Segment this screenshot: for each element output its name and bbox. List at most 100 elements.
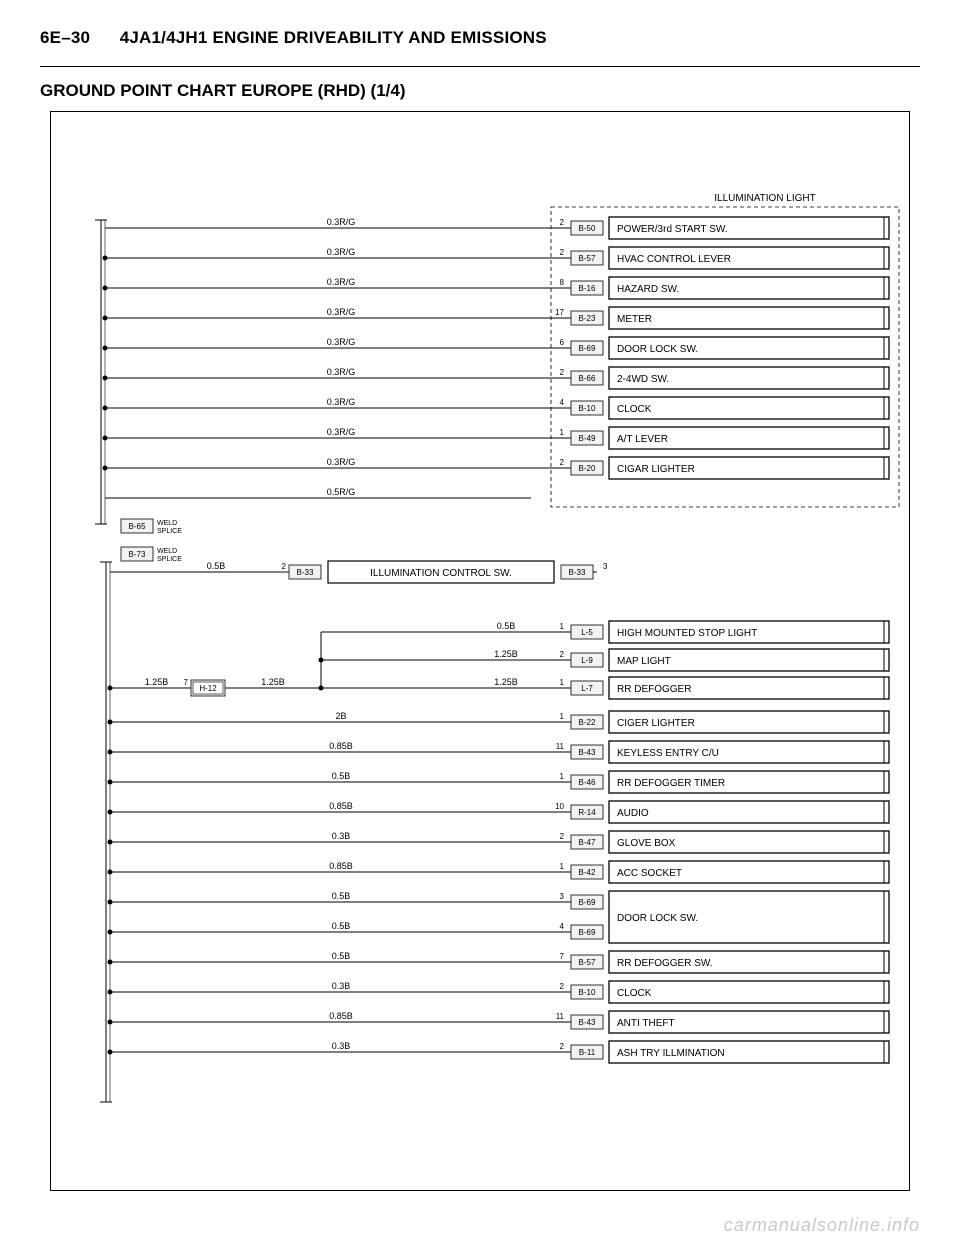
- svg-text:B-16: B-16: [579, 284, 596, 293]
- header-rule: [40, 66, 920, 67]
- svg-text:B-23: B-23: [579, 314, 596, 323]
- svg-text:1: 1: [560, 428, 565, 437]
- svg-text:B-10: B-10: [579, 988, 596, 997]
- svg-text:0.3B: 0.3B: [332, 831, 351, 841]
- svg-text:0.5B: 0.5B: [497, 621, 516, 631]
- svg-text:2: 2: [560, 248, 565, 257]
- svg-text:B-22: B-22: [579, 718, 596, 727]
- svg-text:0.85B: 0.85B: [329, 801, 353, 811]
- svg-text:2: 2: [560, 832, 565, 841]
- svg-text:4: 4: [560, 398, 565, 407]
- svg-text:1: 1: [560, 678, 565, 687]
- svg-text:B-66: B-66: [579, 374, 596, 383]
- svg-text:0.3R/G: 0.3R/G: [327, 337, 356, 347]
- svg-text:ASH TRY ILLMINATION: ASH TRY ILLMINATION: [617, 1048, 725, 1059]
- svg-text:HVAC CONTROL LEVER: HVAC CONTROL LEVER: [617, 254, 731, 265]
- svg-text:17: 17: [555, 308, 564, 317]
- svg-text:0.85B: 0.85B: [329, 1011, 353, 1021]
- svg-text:POWER/3rd START SW.: POWER/3rd START SW.: [617, 224, 728, 235]
- svg-text:0.3R/G: 0.3R/G: [327, 457, 356, 467]
- svg-text:ILLUMINATION LIGHT: ILLUMINATION LIGHT: [714, 193, 816, 204]
- svg-text:B-43: B-43: [579, 1018, 596, 1027]
- svg-text:2: 2: [560, 982, 565, 991]
- svg-text:4: 4: [560, 922, 565, 931]
- svg-text:11: 11: [556, 742, 565, 751]
- svg-text:1.25B: 1.25B: [145, 677, 169, 687]
- svg-text:8: 8: [560, 278, 565, 287]
- svg-text:HIGH MOUNTED STOP LIGHT: HIGH MOUNTED STOP LIGHT: [617, 628, 757, 639]
- doc-title: 4JA1/4JH1 ENGINE DRIVEABILITY AND EMISSI…: [120, 28, 547, 47]
- svg-text:B-50: B-50: [579, 224, 596, 233]
- svg-text:L-7: L-7: [581, 684, 593, 693]
- svg-text:B-47: B-47: [579, 838, 596, 847]
- svg-text:GLOVE BOX: GLOVE BOX: [617, 838, 676, 849]
- wiring-diagram: ILLUMINATION LIGHT 0.3R/G 2 B-50 POWER/3rd S…: [51, 112, 909, 1190]
- svg-text:ANTI THEFT: ANTI THEFT: [617, 1018, 675, 1029]
- svg-text:0.85B: 0.85B: [329, 861, 353, 871]
- svg-text:R-14: R-14: [578, 808, 596, 817]
- svg-text:RR DEFOGGER: RR DEFOGGER: [617, 684, 691, 695]
- svg-text:10: 10: [555, 802, 564, 811]
- svg-text:0.5B: 0.5B: [332, 891, 351, 901]
- svg-text:B-57: B-57: [579, 254, 596, 263]
- svg-text:0.3R/G: 0.3R/G: [327, 367, 356, 377]
- svg-text:0.5B: 0.5B: [332, 951, 351, 961]
- svg-text:KEYLESS ENTRY C/U: KEYLESS ENTRY C/U: [617, 748, 719, 759]
- svg-text:AUDIO: AUDIO: [617, 808, 649, 819]
- svg-text:0.3R/G: 0.3R/G: [327, 277, 356, 287]
- svg-text:0.5B: 0.5B: [207, 561, 226, 571]
- svg-text:0.3B: 0.3B: [332, 1041, 351, 1051]
- svg-text:1.25B: 1.25B: [494, 677, 518, 687]
- svg-text:B-11: B-11: [579, 1048, 596, 1057]
- svg-text:CIGAR LIGHTER: CIGAR LIGHTER: [617, 464, 695, 475]
- section-title: GROUND POINT CHART EUROPE (RHD) (1/4): [0, 81, 960, 111]
- svg-text:B-65: B-65: [129, 522, 146, 531]
- svg-text:B-33: B-33: [569, 568, 586, 577]
- svg-text:DOOR LOCK SW.: DOOR LOCK SW.: [617, 344, 698, 355]
- svg-text:L-9: L-9: [581, 656, 593, 665]
- svg-text:B-69: B-69: [579, 344, 596, 353]
- svg-text:H-12: H-12: [199, 684, 217, 693]
- svg-text:B-69: B-69: [579, 898, 596, 907]
- svg-text:7: 7: [184, 678, 189, 687]
- svg-text:L-5: L-5: [581, 628, 593, 637]
- svg-text:0.3R/G: 0.3R/G: [327, 247, 356, 257]
- svg-text:0.3R/G: 0.3R/G: [327, 397, 356, 407]
- svg-text:B-42: B-42: [579, 868, 596, 877]
- svg-text:2-4WD SW.: 2-4WD SW.: [617, 374, 669, 385]
- svg-text:0.5R/G: 0.5R/G: [327, 487, 356, 497]
- svg-text:1: 1: [560, 772, 565, 781]
- svg-text:ILLUMINATION CONTROL SW.: ILLUMINATION CONTROL SW.: [370, 568, 512, 579]
- svg-text:ACC SOCKET: ACC SOCKET: [617, 868, 682, 879]
- svg-text:HAZARD SW.: HAZARD SW.: [617, 284, 679, 295]
- svg-text:2: 2: [560, 368, 565, 377]
- svg-text:1.25B: 1.25B: [494, 649, 518, 659]
- svg-text:3: 3: [603, 562, 608, 571]
- svg-text:0.5B: 0.5B: [332, 771, 351, 781]
- svg-text:CIGER LIGHTER: CIGER LIGHTER: [617, 718, 695, 729]
- svg-text:CLOCK: CLOCK: [617, 988, 652, 999]
- watermark: carmanualsonline.info: [724, 1215, 920, 1236]
- svg-text:2B: 2B: [335, 711, 346, 721]
- svg-text:B-49: B-49: [579, 434, 596, 443]
- svg-text:B-33: B-33: [297, 568, 314, 577]
- svg-text:A/T LEVER: A/T LEVER: [617, 434, 668, 445]
- svg-text:METER: METER: [617, 314, 652, 325]
- svg-text:RR DEFOGGER TIMER: RR DEFOGGER TIMER: [617, 778, 725, 789]
- svg-text:0.3R/G: 0.3R/G: [327, 217, 356, 227]
- svg-text:DOOR LOCK SW.: DOOR LOCK SW.: [617, 913, 698, 924]
- svg-text:0.3R/G: 0.3R/G: [327, 307, 356, 317]
- svg-text:B-46: B-46: [579, 778, 596, 787]
- svg-text:B-43: B-43: [579, 748, 596, 757]
- svg-text:1: 1: [560, 622, 565, 631]
- svg-text:B-10: B-10: [579, 404, 596, 413]
- svg-text:SPLICE: SPLICE: [157, 556, 182, 563]
- svg-text:2: 2: [560, 218, 565, 227]
- svg-text:6: 6: [560, 338, 565, 347]
- svg-text:7: 7: [560, 952, 565, 961]
- svg-text:2: 2: [560, 650, 565, 659]
- svg-text:11: 11: [556, 1012, 565, 1021]
- svg-text:CLOCK: CLOCK: [617, 404, 652, 415]
- svg-text:B-73: B-73: [129, 550, 146, 559]
- svg-text:B-57: B-57: [579, 958, 596, 967]
